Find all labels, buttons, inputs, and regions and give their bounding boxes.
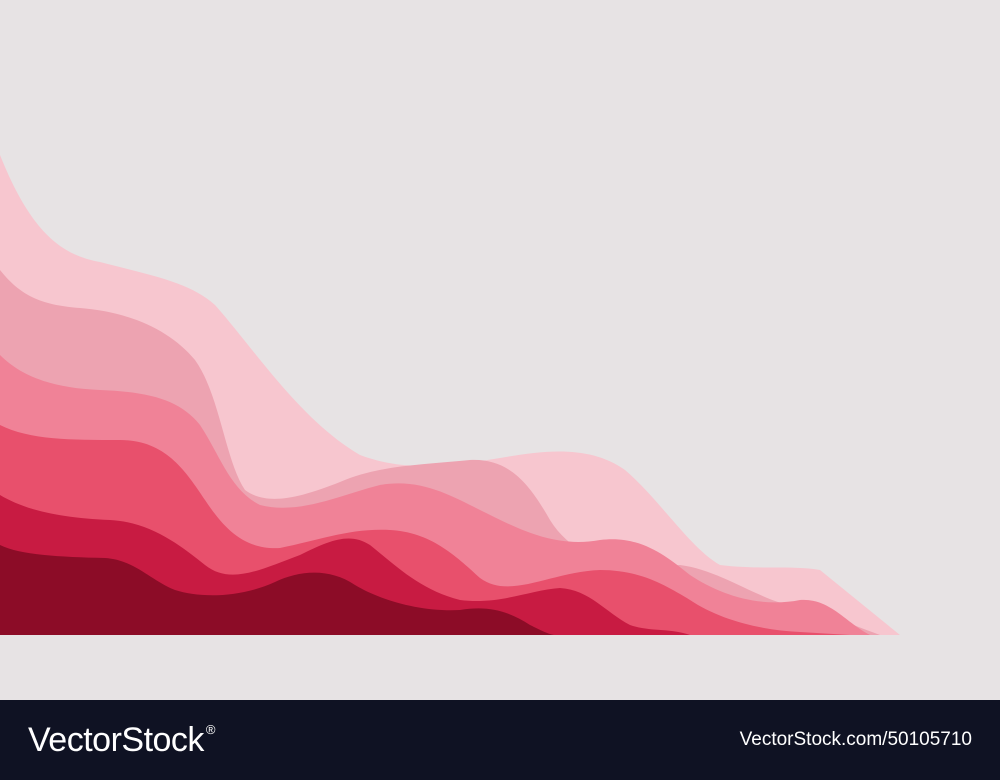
- watermark-footer: VectorStock ® VectorStock.com/50105710: [0, 700, 1000, 780]
- stock-id-text: VectorStock.com/50105710: [739, 729, 972, 750]
- vectorstock-logo[interactable]: VectorStock ®: [28, 720, 216, 760]
- brand-name: VectorStock: [28, 721, 204, 759]
- wave-layer-6: [0, 545, 555, 635]
- artwork-canvas: [0, 155, 900, 635]
- registered-mark: ®: [205, 722, 216, 737]
- wave-layers: [0, 155, 900, 635]
